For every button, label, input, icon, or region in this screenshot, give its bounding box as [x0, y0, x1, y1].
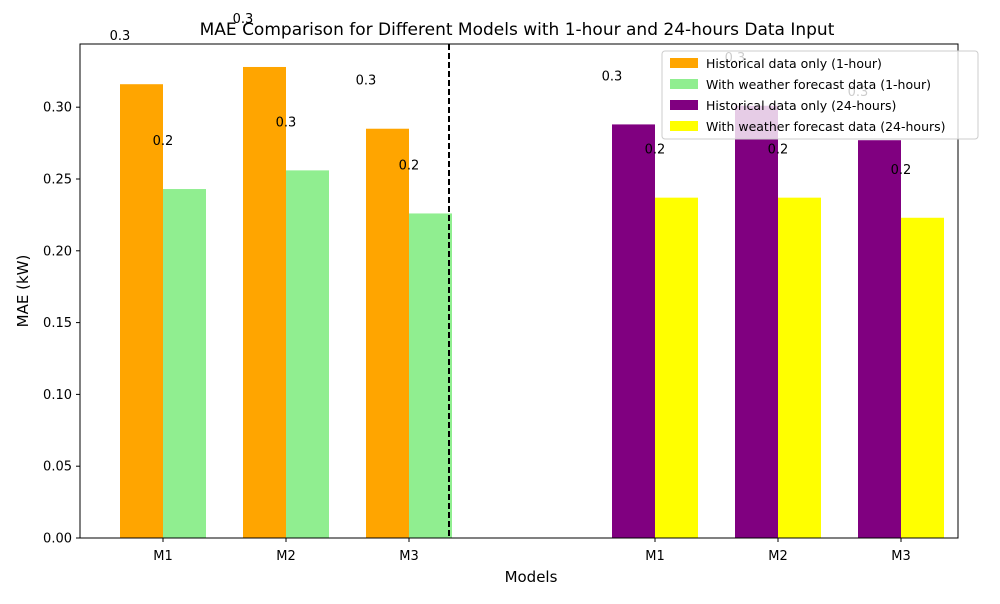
legend-swatch-4 — [670, 121, 698, 131]
legend-label-2: With weather forecast data (1-hour) — [706, 77, 931, 92]
bar-g1-s2-m2 — [286, 170, 329, 539]
bar-g2-s2-m2 — [778, 197, 821, 538]
legend-box — [661, 50, 979, 140]
bar-g1-s1-m2 — [243, 66, 286, 538]
value-label-g1-s1-m1: 0.3 — [110, 29, 131, 44]
y-tick-label-3: 0.15 — [43, 316, 72, 331]
value-label-g2-s2-m1: 0.2 — [645, 143, 666, 158]
legend-swatch-1 — [670, 58, 698, 68]
value-label-g2-s1-m1: 0.3 — [602, 69, 623, 84]
legend-label-4: With weather forecast data (24-hours) — [706, 119, 946, 134]
value-label-g2-s2-m3: 0.2 — [891, 163, 912, 178]
y-tick-label-1: 0.05 — [43, 460, 72, 475]
x-tick-label-g1-m3: M3 — [399, 549, 419, 564]
y-tick-label-0: 0.00 — [43, 532, 72, 547]
x-tick-label-g2-m1: M1 — [645, 549, 665, 564]
legend-label-1: Historical data only (1-hour) — [706, 56, 882, 71]
bar-g2-s2-m3 — [901, 217, 944, 538]
value-label-g2-s2-m2: 0.2 — [768, 143, 789, 158]
chart-title: MAE Comparison for Different Models with… — [200, 20, 835, 40]
legend-swatch-2 — [670, 79, 698, 89]
bar-g2-s1-m1 — [612, 124, 655, 538]
value-label-g1-s2-m1: 0.2 — [153, 134, 174, 149]
bar-g2-s2-m1 — [655, 197, 698, 538]
bar-g1-s1-m1 — [120, 84, 163, 539]
y-tick-label-4: 0.20 — [43, 244, 72, 259]
bar-g1-s2-m1 — [163, 189, 206, 538]
x-tick-label-g2-m2: M2 — [768, 549, 788, 564]
legend-swatch-3 — [670, 100, 698, 110]
bar-g2-s1-m2 — [735, 105, 778, 538]
bar-g1-s1-m3 — [366, 128, 409, 538]
value-label-g1-s2-m3: 0.2 — [399, 158, 420, 173]
y-axis-label: MAE (kW) — [14, 255, 32, 328]
y-tick-label-5: 0.25 — [43, 172, 72, 187]
bar-g2-s1-m3 — [858, 140, 901, 538]
value-label-g1-s1-m3: 0.3 — [356, 74, 377, 89]
x-tick-label-g1-m1: M1 — [153, 549, 173, 564]
x-tick-label-g2-m3: M3 — [891, 549, 911, 564]
legend-label-3: Historical data only (24-hours) — [706, 98, 896, 113]
plot-frame — [79, 43, 959, 539]
y-tick-label-6: 0.30 — [43, 101, 72, 116]
value-label-g1-s2-m2: 0.3 — [276, 115, 297, 130]
y-tick-label-2: 0.10 — [43, 388, 72, 403]
x-axis-label: Models — [505, 568, 558, 586]
value-label-g1-s1-m2: 0.3 — [233, 12, 254, 27]
bar-g1-s2-m3 — [409, 213, 452, 538]
x-tick-label-g1-m2: M2 — [276, 549, 296, 564]
